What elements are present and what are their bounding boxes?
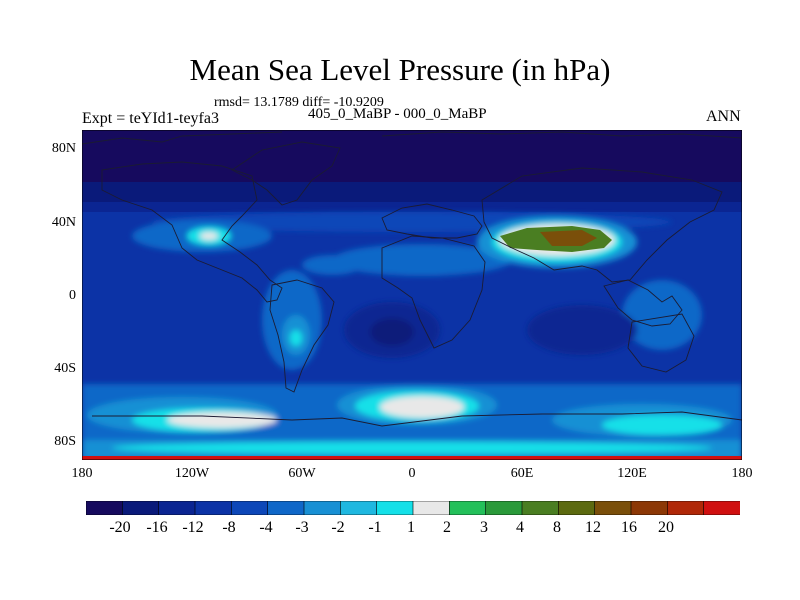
colorbar-swatch xyxy=(340,501,378,515)
pressure-difference-map xyxy=(82,130,742,460)
colorbar-swatch xyxy=(703,501,740,515)
lat-label-80s: 80S xyxy=(54,434,76,449)
colorbar-label: -8 xyxy=(222,519,236,536)
colorbar-swatch xyxy=(412,501,450,515)
lat-label-40s: 40S xyxy=(54,361,76,376)
colorbar-swatch xyxy=(231,501,269,515)
colorbar-swatch xyxy=(485,501,523,515)
colorbar-label: 20 xyxy=(658,519,674,536)
lon-label-60e: 60E xyxy=(510,466,534,481)
colorbar-swatch xyxy=(376,501,414,515)
colorbar-label: 1 xyxy=(407,519,415,536)
colorbar-label: 12 xyxy=(585,519,601,536)
colorbar-swatch xyxy=(558,501,596,515)
colorbar-label: -1 xyxy=(368,519,382,536)
lat-label-40n: 40N xyxy=(51,215,76,230)
experiment-id-label: Expt = teYId1-teyfa3 xyxy=(82,110,219,127)
colorbar-swatch xyxy=(122,501,160,515)
colorbar-label: -4 xyxy=(259,519,273,536)
colorbar-swatch xyxy=(594,501,632,515)
colorbar-swatch xyxy=(158,501,196,515)
colorbar-label: 4 xyxy=(516,519,524,536)
experiment-difference-label: 405_0_MaBP - 000_0_MaBP xyxy=(308,106,487,122)
lon-label-120w: 120W xyxy=(174,466,210,481)
colorbar-swatch xyxy=(449,501,487,515)
coastlines xyxy=(82,131,742,427)
colorbar xyxy=(86,501,740,515)
colorbar-swatch xyxy=(303,501,341,515)
lon-label-60w: 60W xyxy=(288,466,316,481)
colorbar-label: 3 xyxy=(480,519,488,536)
colorbar-label: 16 xyxy=(621,519,637,536)
colorbar-label: -3 xyxy=(295,519,309,536)
lat-label-equator: 0 xyxy=(69,288,76,303)
lon-label-120e: 120E xyxy=(617,466,647,481)
colorbar-label: -2 xyxy=(331,519,345,536)
colorbar-swatch xyxy=(630,501,668,515)
season-label: ANN xyxy=(706,108,741,125)
colorbar-label: -12 xyxy=(182,519,204,536)
lon-label-180w: 180 xyxy=(71,466,93,481)
colorbar-label: 8 xyxy=(553,519,561,536)
colorbar-swatch xyxy=(86,501,123,515)
statistics-label: rmsd= 13.1789 diff= -10.9209 xyxy=(214,95,384,110)
colorbar-swatch xyxy=(194,501,232,515)
colorbar-label: -16 xyxy=(146,519,168,536)
map-title: Mean Sea Level Pressure (in hPa) xyxy=(189,52,611,87)
colorbar-swatch xyxy=(267,501,305,515)
colorbar-swatch xyxy=(521,501,559,515)
colorbar-label: 2 xyxy=(443,519,451,536)
lon-label-0: 0 xyxy=(408,466,416,481)
contour-fill xyxy=(82,130,742,460)
lat-label-80n: 80N xyxy=(51,141,76,156)
colorbar-swatch xyxy=(667,501,705,515)
colorbar-label: -20 xyxy=(109,519,131,536)
lon-label-180e: 180 xyxy=(731,466,753,481)
